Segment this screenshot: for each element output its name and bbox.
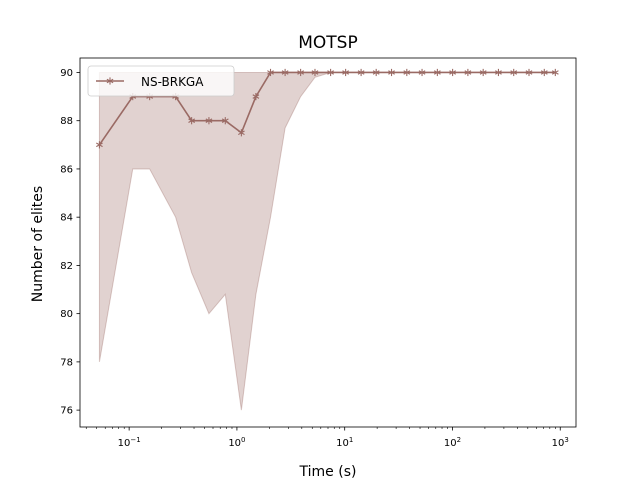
- data-point: [327, 68, 334, 77]
- x-tick-label: 102: [444, 436, 461, 449]
- data-point: [551, 68, 559, 77]
- x-tick-label: 103: [552, 436, 569, 449]
- data-point: [464, 68, 472, 77]
- data-point: [403, 68, 411, 77]
- data-point: [237, 129, 245, 137]
- data-point: [252, 92, 260, 101]
- data-point: [205, 117, 213, 125]
- legend-marker: [106, 77, 114, 85]
- data-point: [188, 117, 196, 125]
- data-point: [342, 68, 350, 77]
- data-point: [418, 68, 426, 77]
- data-point: [449, 68, 457, 77]
- legend-label: NS-BRKGA: [141, 75, 204, 89]
- chart-title: MOTSP: [298, 33, 357, 53]
- y-tick-label: 80: [60, 309, 73, 320]
- data-point: [510, 68, 518, 77]
- data-point: [311, 68, 319, 77]
- data-point: [525, 68, 533, 77]
- data-point: [96, 141, 103, 149]
- x-tick-label: 101: [336, 436, 353, 449]
- x-tick-label: 10−1: [118, 436, 141, 449]
- y-tick-label: 88: [60, 116, 73, 127]
- legend: NS-BRKGA: [87, 65, 235, 97]
- data-point: [357, 68, 365, 77]
- data-point: [388, 68, 395, 77]
- y-tick-label: 76: [60, 406, 73, 417]
- x-axis-title: Time (s): [299, 464, 357, 480]
- y-tick-label: 84: [60, 213, 73, 224]
- axis-ticks: 76 78 80 82 84 86 88 90 10−1 100 101 102 103: [60, 68, 569, 449]
- legend-box: [87, 65, 235, 97]
- y-tick-label: 82: [60, 261, 73, 272]
- y-tick-label: 90: [60, 68, 73, 79]
- plot-area: [96, 68, 559, 411]
- y-axis-title: Number of elites: [30, 186, 46, 302]
- data-point: [433, 68, 441, 77]
- data-point: [297, 68, 305, 77]
- data-point: [267, 68, 274, 77]
- x-tick-label: 100: [228, 436, 245, 449]
- data-point: [372, 68, 380, 77]
- y-tick-label: 78: [60, 357, 73, 368]
- confidence-band-0: [98, 71, 556, 411]
- data-point: [495, 68, 502, 77]
- y-tick-label: 86: [60, 164, 73, 175]
- data-point: [281, 68, 289, 77]
- data-point: [540, 68, 548, 77]
- data-point: [221, 117, 229, 125]
- data-point: [479, 68, 487, 77]
